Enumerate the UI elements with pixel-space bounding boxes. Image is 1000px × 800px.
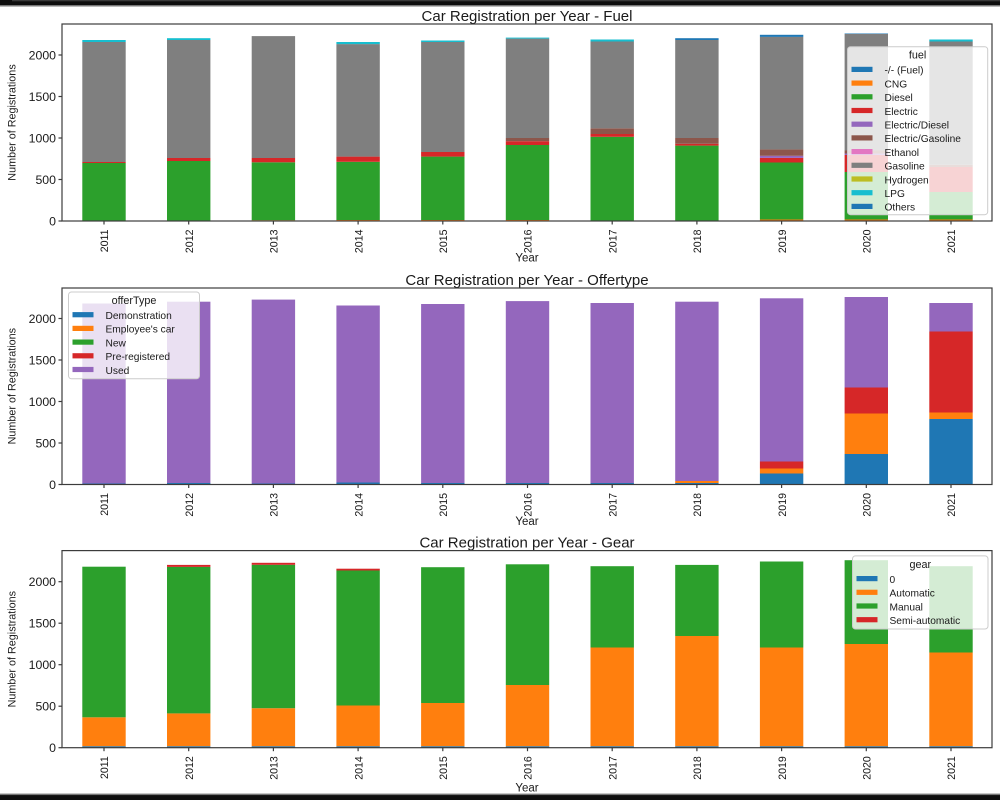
svg-text:2000: 2000 [29,575,57,589]
svg-text:1000: 1000 [29,395,57,409]
svg-text:2011: 2011 [99,756,111,779]
svg-text:2011: 2011 [99,493,111,516]
svg-text:Others: Others [885,203,916,214]
svg-text:2013: 2013 [269,756,281,780]
svg-text:1500: 1500 [29,353,57,367]
svg-text:0: 0 [49,741,56,755]
svg-text:2016: 2016 [523,756,535,780]
svg-text:2014: 2014 [353,493,365,517]
svg-text:New: New [106,338,127,349]
svg-text:2016: 2016 [523,229,535,253]
svg-text:Car Registration per Year - Fu: Car Registration per Year - Fuel [422,8,633,25]
svg-text:2014: 2014 [353,756,365,780]
svg-text:Car Registration per Year - Of: Car Registration per Year - Offertype [405,272,648,289]
svg-text:2021: 2021 [946,493,958,517]
svg-text:Ethanol: Ethanol [885,148,920,159]
svg-text:2015: 2015 [438,756,450,780]
svg-text:2019: 2019 [777,756,789,780]
svg-text:gear: gear [909,559,931,571]
svg-text:LPG: LPG [885,189,905,200]
svg-text:500: 500 [35,700,56,714]
svg-text:2000: 2000 [29,48,57,62]
svg-text:2011: 2011 [99,229,111,252]
svg-text:0: 0 [49,214,56,228]
svg-text:2017: 2017 [607,756,619,780]
svg-text:500: 500 [35,436,56,450]
svg-text:2020: 2020 [862,229,874,253]
svg-text:2015: 2015 [438,493,450,517]
svg-text:2013: 2013 [269,229,281,253]
svg-text:2012: 2012 [184,756,196,780]
svg-text:Electric/Gasoline: Electric/Gasoline [885,134,962,145]
svg-text:0: 0 [49,478,56,492]
svg-text:offerType: offerType [112,295,157,307]
svg-text:2016: 2016 [523,493,535,517]
svg-text:Semi-automatic: Semi-automatic [890,616,961,627]
svg-text:Automatic: Automatic [890,589,935,600]
svg-text:1000: 1000 [29,131,57,145]
svg-text:2019: 2019 [777,229,789,253]
svg-text:Hydrogen: Hydrogen [885,175,929,186]
svg-text:500: 500 [35,173,56,187]
svg-text:2012: 2012 [184,493,196,517]
svg-text:Electric: Electric [885,107,918,118]
svg-text:Year: Year [515,516,538,528]
svg-text:Diesel: Diesel [885,93,913,104]
svg-text:2019: 2019 [777,493,789,517]
svg-text:Car Registration per Year - Ge: Car Registration per Year - Gear [419,535,634,552]
svg-text:Number of Registrations: Number of Registrations [7,590,19,707]
svg-text:Year: Year [515,783,538,795]
svg-text:Demonstration: Demonstration [106,311,172,322]
svg-text:2018: 2018 [692,756,704,780]
svg-text:Manual: Manual [890,602,923,613]
svg-text:2018: 2018 [692,229,704,253]
svg-text:2021: 2021 [946,756,958,780]
svg-text:CNG: CNG [885,79,908,90]
svg-text:Year: Year [515,253,538,265]
svg-text:2020: 2020 [862,756,874,780]
svg-text:2018: 2018 [692,493,704,517]
svg-text:2012: 2012 [184,229,196,253]
svg-text:1000: 1000 [29,658,57,672]
svg-text:Number of Registrations: Number of Registrations [7,327,19,444]
svg-text:Electric/Diesel: Electric/Diesel [885,121,950,132]
svg-text:1500: 1500 [29,90,57,104]
svg-text:2020: 2020 [862,493,874,517]
svg-text:fuel: fuel [909,50,926,62]
svg-text:2013: 2013 [269,493,281,517]
svg-text:1500: 1500 [29,617,57,631]
svg-text:Pre-registered: Pre-registered [106,352,171,363]
svg-text:2021: 2021 [946,229,958,253]
svg-text:Gasoline: Gasoline [885,162,926,173]
svg-text:-/- (Fuel): -/- (Fuel) [885,66,924,77]
svg-text:2000: 2000 [29,312,57,326]
svg-text:2017: 2017 [607,493,619,517]
svg-text:2015: 2015 [438,229,450,253]
svg-text:2017: 2017 [607,229,619,253]
svg-text:2014: 2014 [353,229,365,253]
svg-text:0: 0 [890,575,896,586]
svg-text:Employee's car: Employee's car [106,325,176,336]
svg-text:Used: Used [106,366,130,377]
svg-text:Number of Registrations: Number of Registrations [7,64,19,181]
